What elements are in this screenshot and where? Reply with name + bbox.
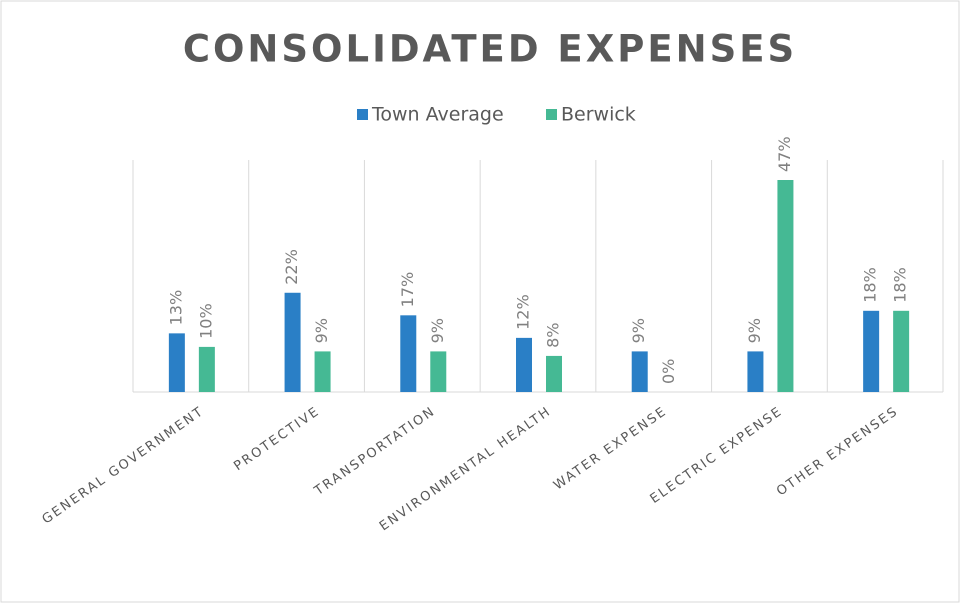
bar (747, 351, 764, 392)
data-label: 9% (428, 318, 447, 343)
legend-label: Town Average (371, 104, 504, 126)
data-label: 8% (544, 323, 563, 348)
legend-swatch (546, 109, 557, 120)
bar (777, 180, 794, 392)
legend-swatch (357, 109, 368, 120)
bar (863, 310, 880, 392)
bar (400, 315, 417, 392)
chart-title: CONSOLIDATED EXPENSES (183, 28, 797, 71)
bar (284, 292, 301, 392)
data-label: 18% (891, 267, 910, 303)
data-label: 12% (514, 294, 533, 330)
legend-label: Berwick (561, 104, 636, 126)
data-label: 47% (775, 136, 794, 172)
bar (893, 310, 910, 392)
data-label: 9% (745, 318, 764, 343)
bar (198, 346, 215, 392)
data-label: 9% (312, 318, 331, 343)
bar (168, 333, 185, 392)
bar (546, 355, 562, 392)
data-label: 9% (629, 318, 648, 343)
data-label: 10% (196, 303, 215, 339)
data-label: 22% (282, 249, 301, 285)
data-label: 0% (659, 359, 678, 384)
bar (631, 351, 648, 392)
bar (430, 351, 447, 392)
data-label: 18% (861, 267, 880, 303)
data-label: 17% (398, 272, 417, 308)
bar (314, 351, 331, 392)
data-label: 13% (166, 290, 185, 326)
bar (516, 337, 532, 392)
